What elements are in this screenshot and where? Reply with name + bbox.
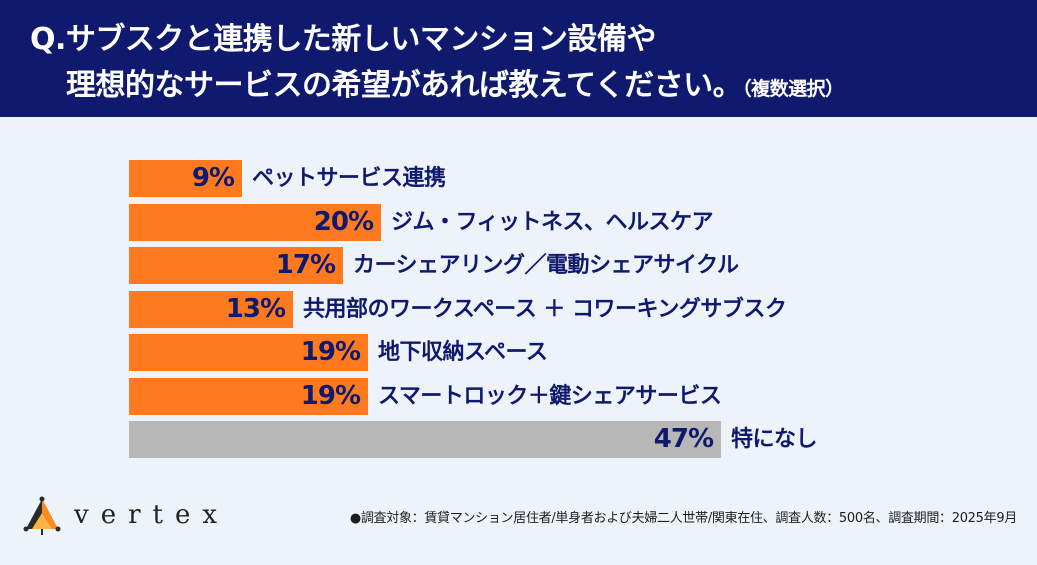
bar-value-label: 19%	[300, 337, 361, 367]
bar: 19%	[129, 334, 368, 371]
bar: 20%	[129, 203, 381, 241]
category-label: ペットサービス連携	[252, 166, 446, 191]
bar: 9%	[129, 160, 242, 197]
category-label: 特になし	[731, 427, 818, 452]
brand-name: vertex	[74, 500, 230, 530]
bar-value-label: 19%	[300, 380, 361, 411]
question-line-1: Q.サブスクと連携した新しいマンション設備や	[30, 22, 656, 57]
question-note: （複数選択）	[742, 78, 844, 100]
bar-value-label: 47%	[653, 424, 714, 454]
category-label: スマートロック＋鍵シェアサービス	[378, 383, 722, 409]
question-line-2: 理想的なサービスの希望があれば教えてください。（複数選択）	[66, 60, 844, 104]
bar-value-label: 17%	[275, 250, 336, 280]
bar-chart: 9% ペットサービス連携 20% ジム・フィットネス、ヘルスケア 17% カーシェアリング…	[0, 150, 1037, 470]
category-label: 共用部のワークスペース ＋ コワーキングサブスク	[303, 296, 787, 322]
bar: 19%	[129, 377, 368, 415]
bar-value-label: 9%	[191, 163, 235, 193]
category-label: ジム・フィットネス、ヘルスケア	[391, 209, 714, 235]
category-label: 地下収納スペース	[378, 340, 548, 365]
bar: 13%	[129, 290, 293, 328]
bar-value-label: 20%	[313, 206, 374, 237]
header-banner: Q.サブスクと連携した新しいマンション設備や 理想的なサービスの希望があれば教え…	[0, 0, 1037, 117]
vertex-logo-icon	[23, 496, 61, 535]
bar: 17%	[129, 247, 343, 284]
category-label: カーシェアリング／電動シェアサイクル	[353, 253, 739, 278]
survey-footnote: ●調査対象：賃貸マンション居住者/単身者および夫婦二人世帯/関東在住、調査人数：…	[349, 511, 1017, 526]
bar: 47%	[129, 421, 721, 458]
bar-value-label: 13%	[225, 293, 286, 324]
question-line-2-text: 理想的なサービスの希望があれば教えてください。	[66, 68, 743, 103]
